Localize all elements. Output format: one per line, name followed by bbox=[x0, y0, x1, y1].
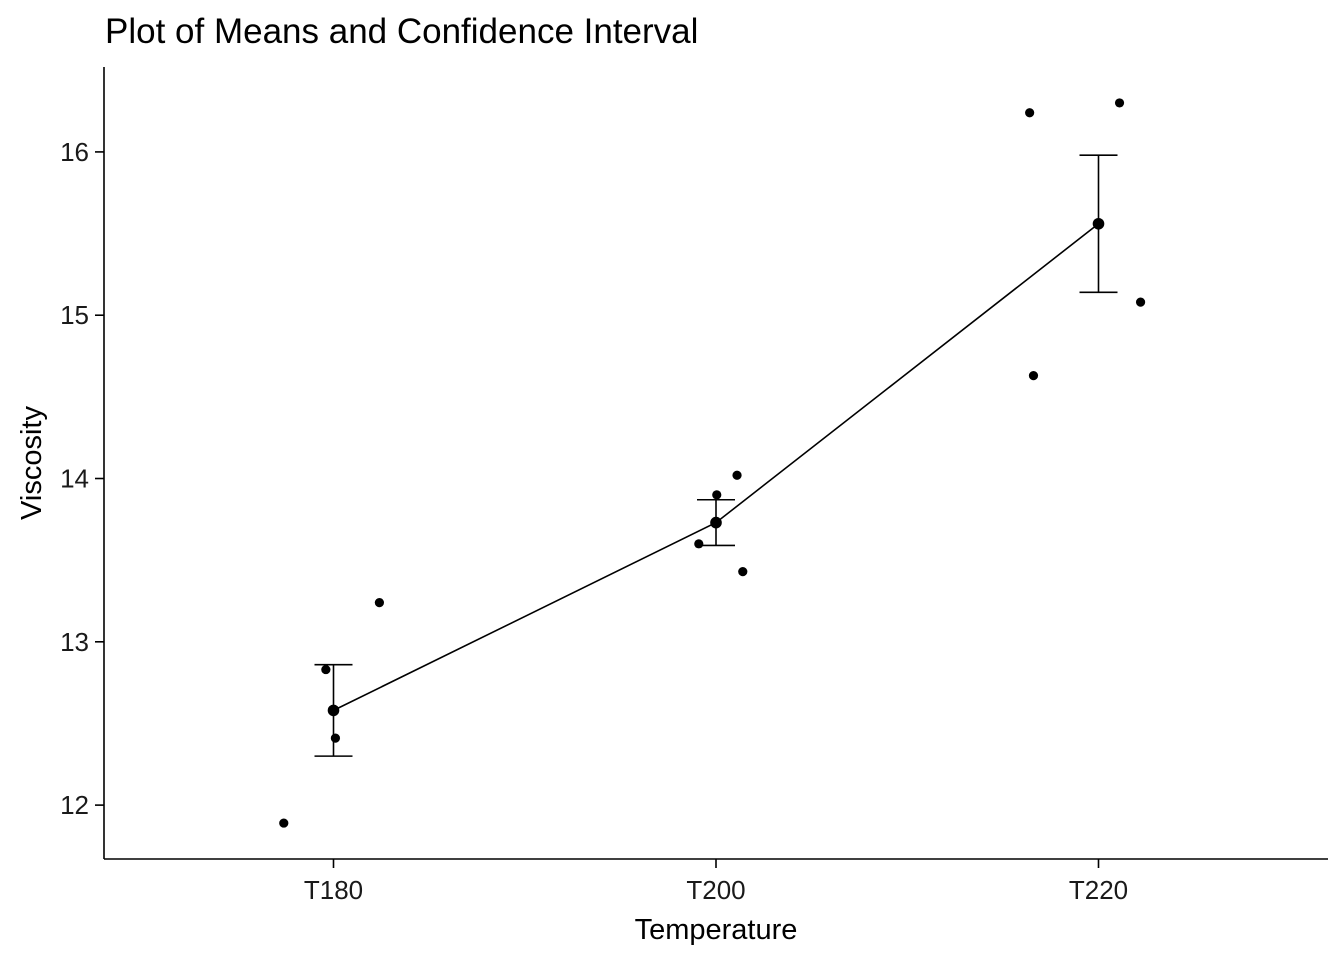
observation-point bbox=[1028, 371, 1039, 381]
x-tick-label: T200 bbox=[686, 875, 745, 905]
observation-point bbox=[738, 566, 748, 577]
y-tick-label: 13 bbox=[60, 627, 89, 657]
observation-point bbox=[712, 490, 722, 500]
mean-point bbox=[327, 704, 340, 717]
x-axis-label: Temperature bbox=[635, 914, 798, 946]
plot-area bbox=[279, 98, 1146, 828]
observation-point bbox=[1114, 98, 1125, 108]
observation-point bbox=[374, 598, 384, 608]
observation-point bbox=[279, 818, 289, 828]
mean-line bbox=[333, 223, 1099, 712]
x-axis: T180 T200 T220 bbox=[104, 858, 1328, 905]
observation-point bbox=[694, 539, 704, 549]
x-tick-label: T220 bbox=[1069, 875, 1128, 905]
observation-point bbox=[1025, 108, 1035, 118]
y-axis-label: Viscosity bbox=[16, 406, 48, 520]
y-tick-label: 15 bbox=[60, 300, 89, 330]
observation-point bbox=[330, 733, 341, 743]
mean-point bbox=[710, 516, 722, 529]
y-tick-label: 16 bbox=[60, 137, 89, 167]
y-tick-label: 14 bbox=[60, 464, 89, 494]
chart-title: Plot of Means and Confidence Interval bbox=[105, 12, 698, 51]
observation-point bbox=[321, 664, 331, 675]
y-axis: 12 13 14 15 16 bbox=[60, 67, 105, 859]
mean-point bbox=[1092, 217, 1105, 230]
observation-point bbox=[1135, 297, 1146, 307]
x-tick-label: T180 bbox=[304, 875, 363, 905]
y-tick-label: 12 bbox=[60, 790, 89, 820]
observation-point bbox=[732, 470, 742, 480]
